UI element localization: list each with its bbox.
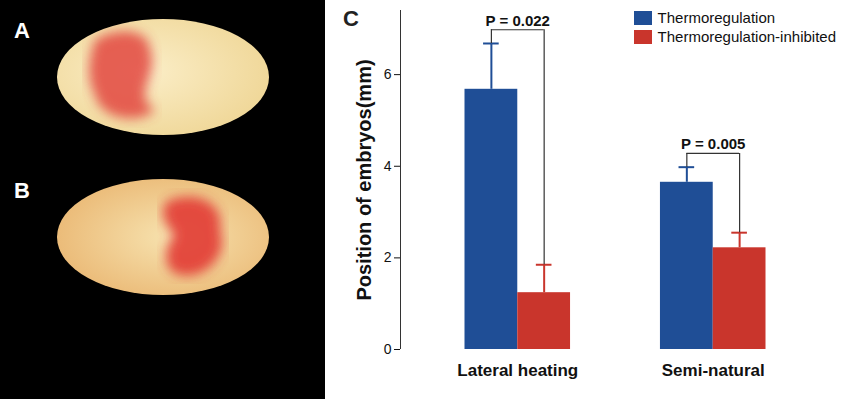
html-text:A: A xyxy=(14,18,30,43)
svg-text:Semi-natural: Semi-natural xyxy=(662,361,765,380)
html-text:B: B xyxy=(14,178,30,203)
html-text:Thermoregulation: Thermoregulation xyxy=(657,9,776,26)
svg-text:4: 4 xyxy=(384,158,392,174)
html-text:Thermoregulation-inhibited: Thermoregulation-inhibited xyxy=(657,28,836,45)
svg-text:0: 0 xyxy=(384,341,392,357)
svg-text:Position of embryos(mm): Position of embryos(mm) xyxy=(353,59,375,300)
svg-text:Lateral heating: Lateral heating xyxy=(457,361,578,380)
svg-text:6: 6 xyxy=(384,66,392,82)
svg-text:P = 0.005: P = 0.005 xyxy=(681,135,745,152)
svg-text:P = 0.022: P = 0.022 xyxy=(486,12,550,29)
html-text:C: C xyxy=(343,6,359,31)
svg-text:2: 2 xyxy=(384,249,392,265)
